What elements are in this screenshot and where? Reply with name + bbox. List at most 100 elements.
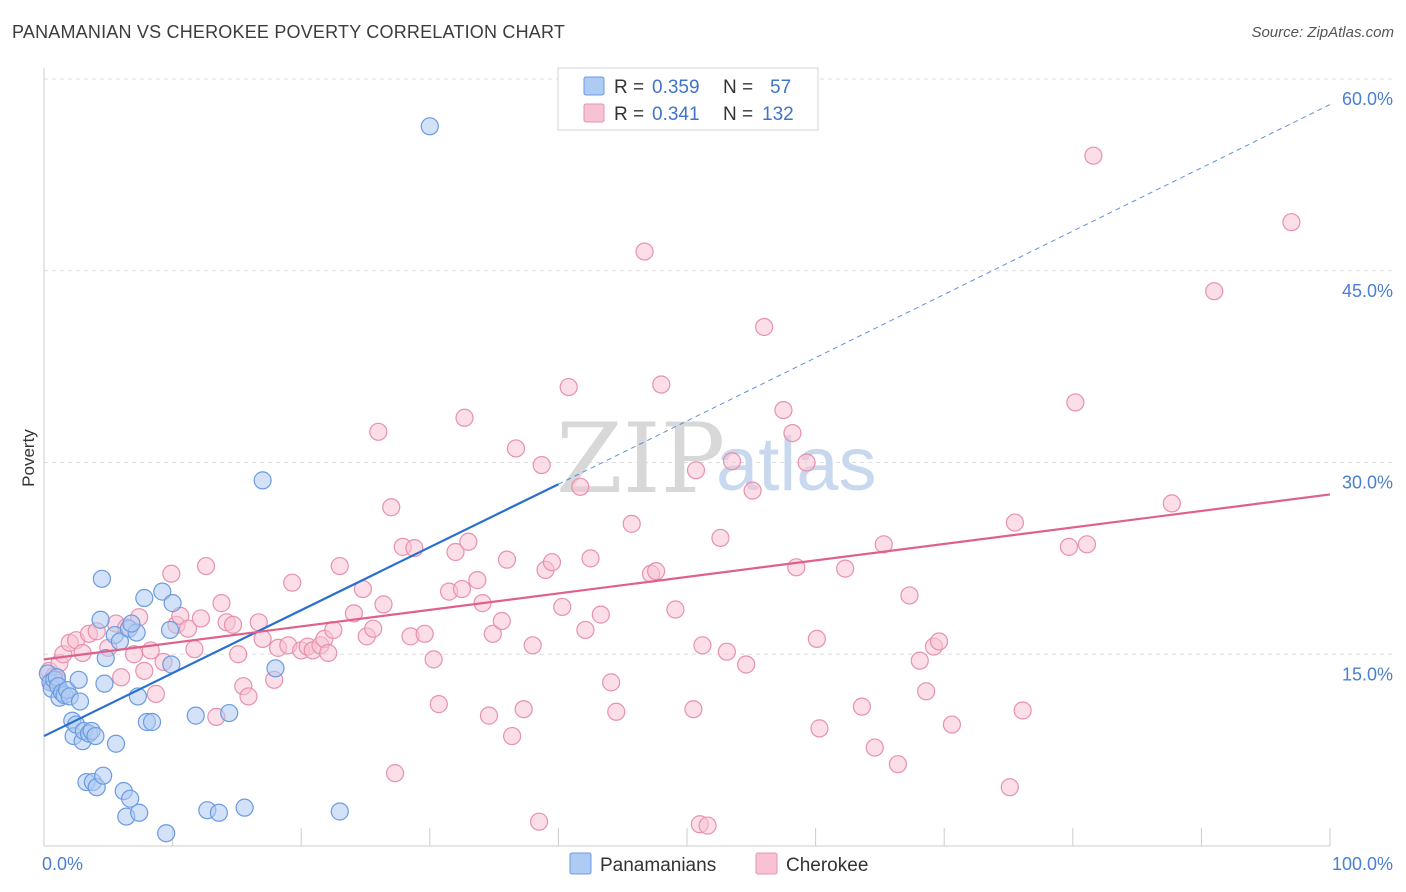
point-cherokee-104 <box>737 655 756 674</box>
point-cherokee-91 <box>635 242 654 261</box>
legend-r-label-0: R = <box>614 77 644 98</box>
bottom-legend-swatch-cherokee <box>755 852 778 875</box>
source-label: Source: ZipAtlas.com <box>1251 24 1394 41</box>
watermark-zip: ZIP <box>556 403 725 515</box>
grid-lines <box>44 78 1392 655</box>
point-panamanians-43 <box>157 824 176 843</box>
point-cherokee-67 <box>459 532 478 551</box>
legend-n-value-0: 57 <box>770 77 791 98</box>
point-panamanians-22 <box>86 726 105 746</box>
x-tick-labels: 0.0% 100.0% <box>42 854 1393 874</box>
point-cherokee-113 <box>836 559 855 578</box>
point-cherokee-87 <box>591 605 610 624</box>
point-cherokee-127 <box>1059 537 1079 556</box>
point-panamanians-30 <box>106 734 126 753</box>
point-cherokee-68 <box>468 571 487 590</box>
point-cherokee-40 <box>283 573 302 592</box>
point-panamanians-47 <box>186 706 205 725</box>
point-panamanians-26 <box>94 766 113 785</box>
point-cherokee-119 <box>910 651 929 670</box>
point-panamanians-24 <box>91 610 110 629</box>
watermark: ZIP atlas <box>556 403 877 515</box>
legend-swatch-cherokee <box>583 103 605 123</box>
point-cherokee-49 <box>344 604 364 623</box>
point-cherokee-48 <box>330 556 349 576</box>
point-cherokee-79 <box>532 455 551 475</box>
point-cherokee-111 <box>807 629 826 649</box>
point-cherokee-32 <box>229 645 248 664</box>
point-cherokee-108 <box>783 423 802 443</box>
legend-n-value-1: 132 <box>762 104 794 125</box>
legend-r-value-1: 0.341 <box>652 104 700 125</box>
point-cherokee-78 <box>530 812 549 831</box>
trend-line-panamanians <box>43 483 559 738</box>
point-cherokee-25 <box>185 640 204 659</box>
point-cherokee-128 <box>1066 393 1085 412</box>
point-cherokee-106 <box>755 317 774 337</box>
point-cherokee-114 <box>852 697 871 716</box>
point-cherokee-27 <box>196 556 216 576</box>
point-cherokee-95 <box>666 600 685 619</box>
point-panamanians-49 <box>209 803 228 822</box>
point-cherokee-83 <box>559 377 578 397</box>
bottom-legend-swatch-panamanians <box>569 852 592 875</box>
point-cherokee-85 <box>576 620 595 640</box>
point-panamanians-25 <box>92 569 111 588</box>
point-panamanians-15 <box>70 692 90 711</box>
point-cherokee-130 <box>1084 146 1103 165</box>
legend-r-value-0: 0.359 <box>652 77 700 98</box>
point-cherokee-76 <box>514 700 533 719</box>
trend-line-cherokee <box>43 493 1331 661</box>
x-tick-label-0: 0.0% <box>42 854 83 874</box>
point-panamanians-44 <box>160 620 180 640</box>
point-cherokee-107 <box>774 400 793 420</box>
point-cherokee-34 <box>239 687 258 706</box>
y-axis-label: Poverty <box>19 429 38 487</box>
x-tick-label-1: 100.0% <box>1332 854 1393 874</box>
point-cherokee-62 <box>429 695 448 714</box>
point-cherokee-97 <box>686 461 706 480</box>
point-cherokee-81 <box>542 553 562 572</box>
point-panamanians-54 <box>330 802 349 821</box>
point-panamanians-39 <box>135 588 154 608</box>
point-cherokee-126 <box>1013 701 1032 720</box>
bottom-legend-label-cherokee: Cherokee <box>786 855 868 876</box>
point-panamanians-28 <box>96 648 115 668</box>
point-panamanians-55 <box>420 117 439 136</box>
point-cherokee-103 <box>722 452 742 471</box>
legend-swatch-panamanians <box>583 76 605 96</box>
point-cherokee-53 <box>369 422 388 441</box>
point-panamanians-27 <box>95 674 114 693</box>
point-cherokee-17 <box>135 661 154 680</box>
point-cherokee-100 <box>698 816 717 835</box>
point-cherokee-125 <box>1005 513 1025 532</box>
point-cherokee-93 <box>647 562 666 581</box>
legend-r-label-1: R = <box>614 104 644 125</box>
point-cherokee-31 <box>223 615 243 634</box>
point-cherokee-120 <box>917 682 936 701</box>
point-panamanians-42 <box>153 582 172 601</box>
point-cherokee-122 <box>929 632 949 651</box>
point-cherokee-82 <box>553 597 572 617</box>
legend-stats: R = 0.359 N = 57 R = 0.341 N = 132 <box>557 67 819 131</box>
point-cherokee-29 <box>212 594 231 613</box>
y-tick-label-2: 45.0% <box>1342 281 1393 301</box>
point-cherokee-110 <box>797 453 816 472</box>
point-panamanians-50 <box>220 703 239 723</box>
legend-n-label-0: N = <box>723 77 753 98</box>
point-cherokee-70 <box>479 706 499 725</box>
chart-title: PANAMANIAN VS CHEROKEE POVERTY CORRELATI… <box>12 22 566 42</box>
point-cherokee-46 <box>319 643 338 663</box>
point-panamanians-35 <box>121 789 140 808</box>
point-cherokee-131 <box>1282 213 1301 232</box>
point-cherokee-132 <box>1205 282 1224 301</box>
point-panamanians-14 <box>69 670 88 689</box>
point-panamanians-38 <box>130 803 149 822</box>
point-cherokee-133 <box>1162 494 1181 513</box>
point-cherokee-90 <box>622 514 641 533</box>
point-cherokee-96 <box>684 700 703 719</box>
point-cherokee-73 <box>497 550 517 569</box>
point-panamanians-53 <box>266 659 285 678</box>
point-cherokee-74 <box>503 726 522 746</box>
